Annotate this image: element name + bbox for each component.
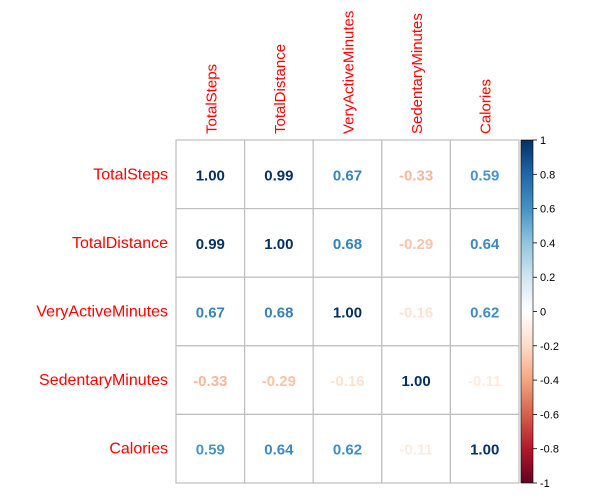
grid-cell bbox=[381, 345, 451, 415]
cell-value: 0.59 bbox=[196, 442, 225, 459]
row-label: Calories bbox=[109, 441, 168, 458]
row-label: TotalSteps bbox=[93, 166, 168, 183]
grid-cell bbox=[175, 413, 246, 484]
cell-value: 1.00 bbox=[196, 167, 225, 184]
grid-cell bbox=[312, 208, 383, 278]
grid-cell bbox=[449, 208, 520, 278]
grid-cell bbox=[244, 345, 314, 415]
grid-cell bbox=[381, 276, 451, 347]
colorbar-tick-label: 0.6 bbox=[540, 204, 555, 216]
column-label: TotalSteps bbox=[203, 64, 220, 134]
grid-cell bbox=[175, 139, 246, 210]
cell-value: -0.11 bbox=[468, 373, 501, 390]
cell-value: 1.00 bbox=[470, 442, 499, 459]
grid-cell bbox=[244, 413, 314, 484]
cell-value: -0.33 bbox=[193, 373, 227, 390]
cell-value: 1.00 bbox=[264, 236, 293, 253]
colorbar-tick-label: 0 bbox=[540, 307, 546, 319]
cell-value: -0.33 bbox=[399, 167, 433, 184]
cell-value: 0.64 bbox=[470, 236, 500, 253]
grid-cell bbox=[244, 139, 314, 210]
cell-value: 1.00 bbox=[333, 305, 362, 322]
cell-value: -0.16 bbox=[399, 305, 433, 322]
colorbar-tick-label: -0.8 bbox=[540, 444, 559, 456]
colorbar-gradient bbox=[520, 139, 534, 484]
cell-value: 0.64 bbox=[264, 442, 294, 459]
grid-cell bbox=[312, 413, 383, 484]
column-label: TotalDistance bbox=[272, 44, 289, 134]
colorbar-tick-label: -0.2 bbox=[540, 341, 559, 353]
cell-value: -0.29 bbox=[399, 236, 433, 253]
colorbar-tick-label: 0.8 bbox=[540, 169, 555, 181]
grid-cell bbox=[244, 276, 314, 347]
column-label: SedentaryMinutes bbox=[409, 13, 426, 134]
cell-value: 1.00 bbox=[401, 373, 430, 390]
column-label: Calories bbox=[478, 79, 495, 134]
cell-value: 0.99 bbox=[264, 167, 293, 184]
cell-value: -0.29 bbox=[262, 373, 296, 390]
cell-value: 0.68 bbox=[333, 236, 362, 253]
colorbar-tick-label: -0.4 bbox=[540, 375, 559, 387]
grid-cell bbox=[175, 208, 246, 278]
grid-cell bbox=[312, 345, 383, 415]
colorbar-tick-label: 0.4 bbox=[540, 238, 555, 250]
column-labels: TotalSteps TotalDistance VeryActiveMinutes… bbox=[203, 11, 494, 134]
cell-value: -0.11 bbox=[399, 442, 432, 459]
colorbar-tick-label: -0.6 bbox=[540, 409, 559, 421]
grid-cell bbox=[175, 345, 246, 415]
colorbar-tick-label: 0.2 bbox=[540, 272, 555, 284]
cell-value: 0.59 bbox=[470, 167, 499, 184]
cell-value: -0.16 bbox=[330, 373, 364, 390]
row-label: SedentaryMinutes bbox=[39, 372, 168, 389]
grid-cell bbox=[449, 413, 520, 484]
colorbar-tick-label: 1 bbox=[540, 135, 546, 147]
grid-layer bbox=[175, 139, 520, 484]
grid-cell bbox=[449, 345, 520, 415]
cell-value: 0.67 bbox=[196, 305, 225, 322]
colorbar-tick-label: -1 bbox=[540, 478, 550, 490]
cell-value: 0.68 bbox=[264, 305, 293, 322]
grid-cell bbox=[312, 139, 383, 210]
colorbar: 1 0.8 0.6 0.4 0.2 0 -0.2 -0.4 -0.6 -0.8 -1 bbox=[520, 135, 559, 490]
cell-values: 1.00 0.99 0.67 -0.33 0.59 0.99 1.00 0.68 -0.29 0.… bbox=[193, 167, 501, 458]
row-label: VeryActiveMinutes bbox=[36, 304, 168, 321]
row-label: TotalDistance bbox=[72, 235, 168, 252]
cell-value: 0.62 bbox=[333, 442, 362, 459]
cell-value: 0.99 bbox=[196, 236, 225, 253]
column-label: VeryActiveMinutes bbox=[341, 11, 358, 134]
cell-value: 0.62 bbox=[470, 305, 499, 322]
cell-value: 0.67 bbox=[333, 167, 362, 184]
row-labels: TotalSteps TotalDistance VeryActiveMinutes… bbox=[36, 166, 168, 457]
